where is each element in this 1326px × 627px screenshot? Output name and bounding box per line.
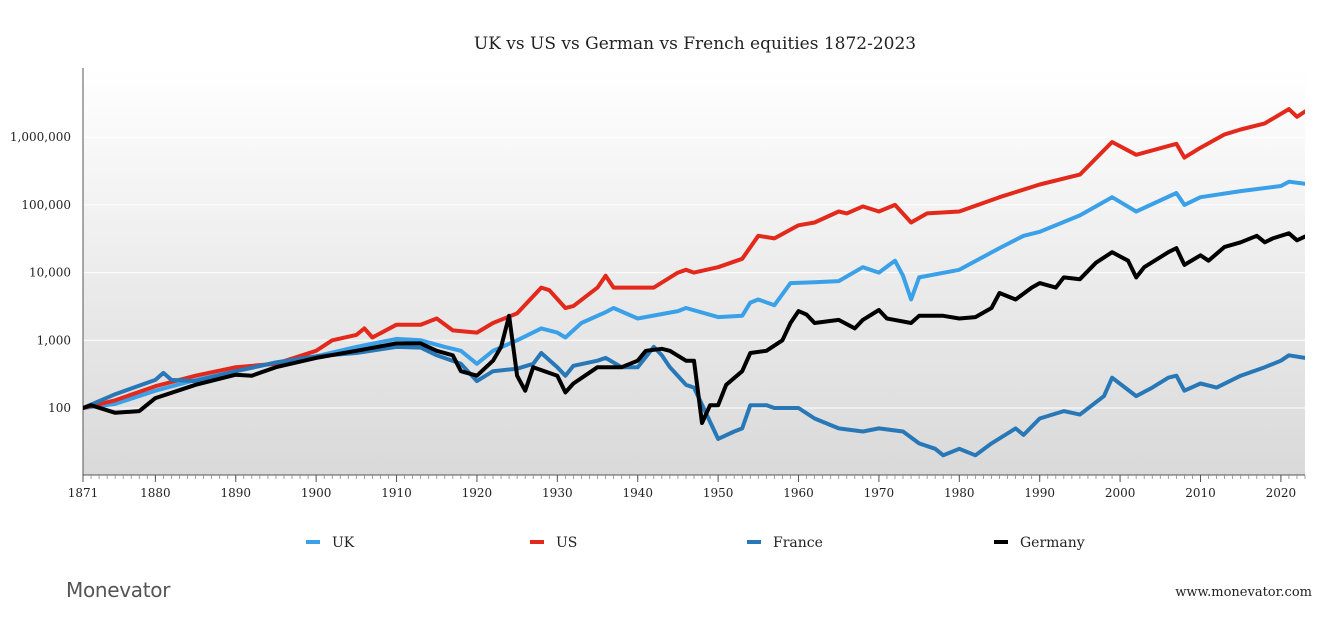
x-tick-label: 1930 (542, 486, 573, 500)
y-tick-label: 10,000 (29, 266, 71, 280)
series-line-uk (83, 179, 1305, 410)
series-line-us (83, 107, 1305, 410)
x-tick-label: 1990 (1024, 486, 1055, 500)
x-tick-label: 2010 (1185, 486, 1216, 500)
x-tick-label: 1910 (381, 486, 412, 500)
y-tick-label: 1,000 (37, 333, 71, 347)
x-tick-label: 1880 (140, 486, 171, 500)
x-tick-label: 1871 (68, 486, 99, 500)
legend-label-uk: UK (332, 535, 355, 551)
axes: 100 1,000 10,000 100,000 1,000,000 1871 1880 18… (10, 68, 1306, 500)
legend-label-france: France (773, 535, 823, 551)
x-tick-label: 1920 (462, 486, 493, 500)
x-tick-label: 1960 (783, 486, 814, 500)
x-tick-label: 1950 (703, 486, 734, 500)
series-line-france (83, 344, 1305, 458)
x-tick-label: 1970 (864, 486, 895, 500)
x-tick-label: 1890 (220, 486, 251, 500)
source-url: www.monevator.com (1175, 585, 1312, 600)
x-tick-label: 1940 (622, 486, 653, 500)
x-tick-label: 1900 (301, 486, 332, 500)
series-lines (83, 107, 1305, 458)
x-tick-label: 1980 (944, 486, 975, 500)
legend-label-germany: Germany (1020, 535, 1085, 551)
chart-title: UK vs US vs German vs French equities 18… (473, 34, 917, 54)
x-tick-label: 2020 (1266, 486, 1297, 500)
y-tick-label: 1,000,000 (10, 130, 71, 144)
x-tick-label: 2000 (1105, 486, 1136, 500)
y-tick-label: 100,000 (21, 198, 71, 212)
brand-logo: Monevator (66, 578, 171, 602)
series-line-germany (83, 231, 1305, 425)
y-tick-label: 100 (48, 401, 71, 415)
legend: UK US France Germany (306, 535, 1085, 551)
legend-label-us: US (556, 535, 577, 551)
